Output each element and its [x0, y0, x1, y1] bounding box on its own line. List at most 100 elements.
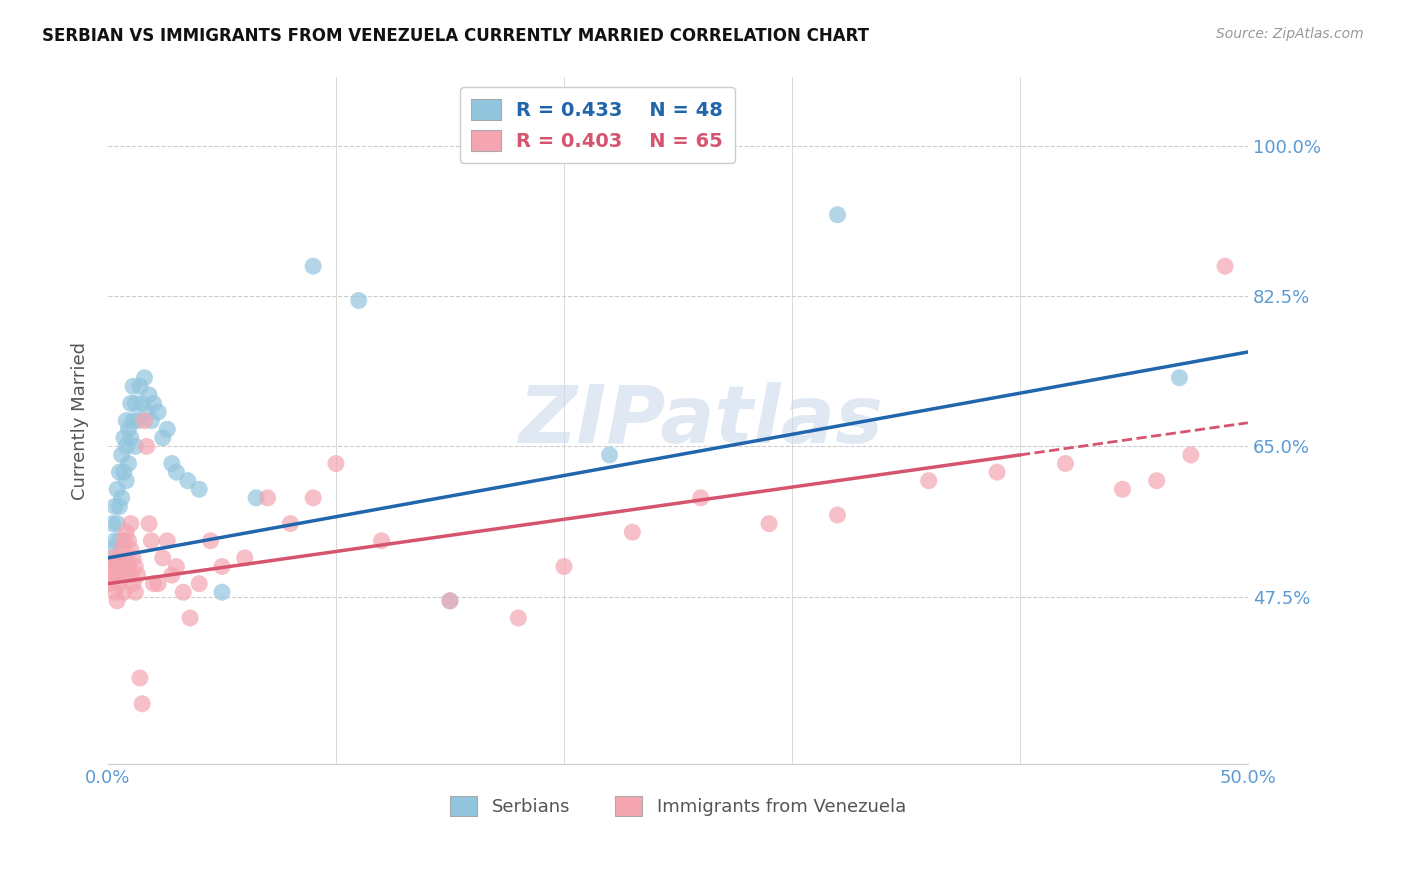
Point [689, 491, 711, 505]
Point [138, 516, 160, 531]
Point [1146, 474, 1168, 488]
Point [553, 559, 575, 574]
Point [918, 474, 941, 488]
Point [347, 293, 370, 308]
Point [156, 422, 179, 436]
Point [112, 559, 135, 574]
Point [156, 533, 179, 548]
Point [179, 611, 201, 625]
Text: Source: ZipAtlas.com: Source: ZipAtlas.com [1216, 27, 1364, 41]
Point [325, 457, 347, 471]
Point [165, 465, 187, 479]
Point [758, 516, 780, 531]
Point [101, 559, 124, 574]
Point [141, 414, 163, 428]
Point [165, 559, 187, 574]
Text: ZIPatlas: ZIPatlas [519, 382, 883, 459]
Point [134, 370, 156, 384]
Point [115, 474, 138, 488]
Point [115, 525, 138, 540]
Point [108, 533, 131, 548]
Point [120, 542, 142, 557]
Point [105, 516, 128, 531]
Point [111, 491, 134, 505]
Point [101, 568, 124, 582]
Point [104, 533, 127, 548]
Point [127, 414, 149, 428]
Point [98, 559, 121, 574]
Point [124, 396, 146, 410]
Point [111, 568, 134, 582]
Point [98, 576, 121, 591]
Point [115, 439, 138, 453]
Point [280, 516, 302, 531]
Point [439, 594, 461, 608]
Point [112, 585, 135, 599]
Point [370, 533, 392, 548]
Point [120, 431, 142, 445]
Point [1111, 483, 1133, 497]
Point [124, 585, 146, 599]
Point [256, 491, 278, 505]
Point [112, 465, 135, 479]
Point [1054, 457, 1077, 471]
Point [1180, 448, 1202, 462]
Point [120, 396, 142, 410]
Point [986, 465, 1008, 479]
Point [120, 568, 142, 582]
Point [141, 533, 163, 548]
Y-axis label: Currently Married: Currently Married [72, 342, 89, 500]
Point [172, 585, 194, 599]
Point [188, 483, 211, 497]
Point [117, 533, 139, 548]
Point [105, 594, 128, 608]
Point [108, 500, 131, 514]
Point [122, 550, 145, 565]
Point [211, 559, 233, 574]
Point [152, 431, 174, 445]
Point [117, 559, 139, 574]
Point [302, 259, 325, 273]
Point [112, 533, 135, 548]
Point [160, 568, 183, 582]
Point [105, 483, 128, 497]
Point [122, 379, 145, 393]
Point [146, 576, 169, 591]
Point [124, 559, 146, 574]
Point [200, 533, 222, 548]
Point [131, 697, 153, 711]
Point [188, 576, 211, 591]
Point [439, 594, 461, 608]
Point [115, 414, 138, 428]
Point [120, 516, 142, 531]
Point [122, 414, 145, 428]
Point [245, 491, 267, 505]
Point [111, 448, 134, 462]
Legend: Serbians, Immigrants from Venezuela: Serbians, Immigrants from Venezuela [443, 789, 912, 823]
Point [1213, 259, 1236, 273]
Point [508, 611, 530, 625]
Point [129, 671, 152, 685]
Point [233, 550, 256, 565]
Point [104, 585, 127, 599]
Point [98, 542, 121, 557]
Point [621, 525, 644, 540]
Point [134, 414, 156, 428]
Point [302, 491, 325, 505]
Point [131, 396, 153, 410]
Point [135, 439, 157, 453]
Point [101, 550, 124, 565]
Point [152, 550, 174, 565]
Point [112, 431, 135, 445]
Point [129, 379, 152, 393]
Point [146, 405, 169, 419]
Point [108, 559, 131, 574]
Point [122, 576, 145, 591]
Point [105, 568, 128, 582]
Point [108, 465, 131, 479]
Point [177, 474, 200, 488]
Point [127, 568, 149, 582]
Point [160, 457, 183, 471]
Point [142, 396, 165, 410]
Point [104, 500, 127, 514]
